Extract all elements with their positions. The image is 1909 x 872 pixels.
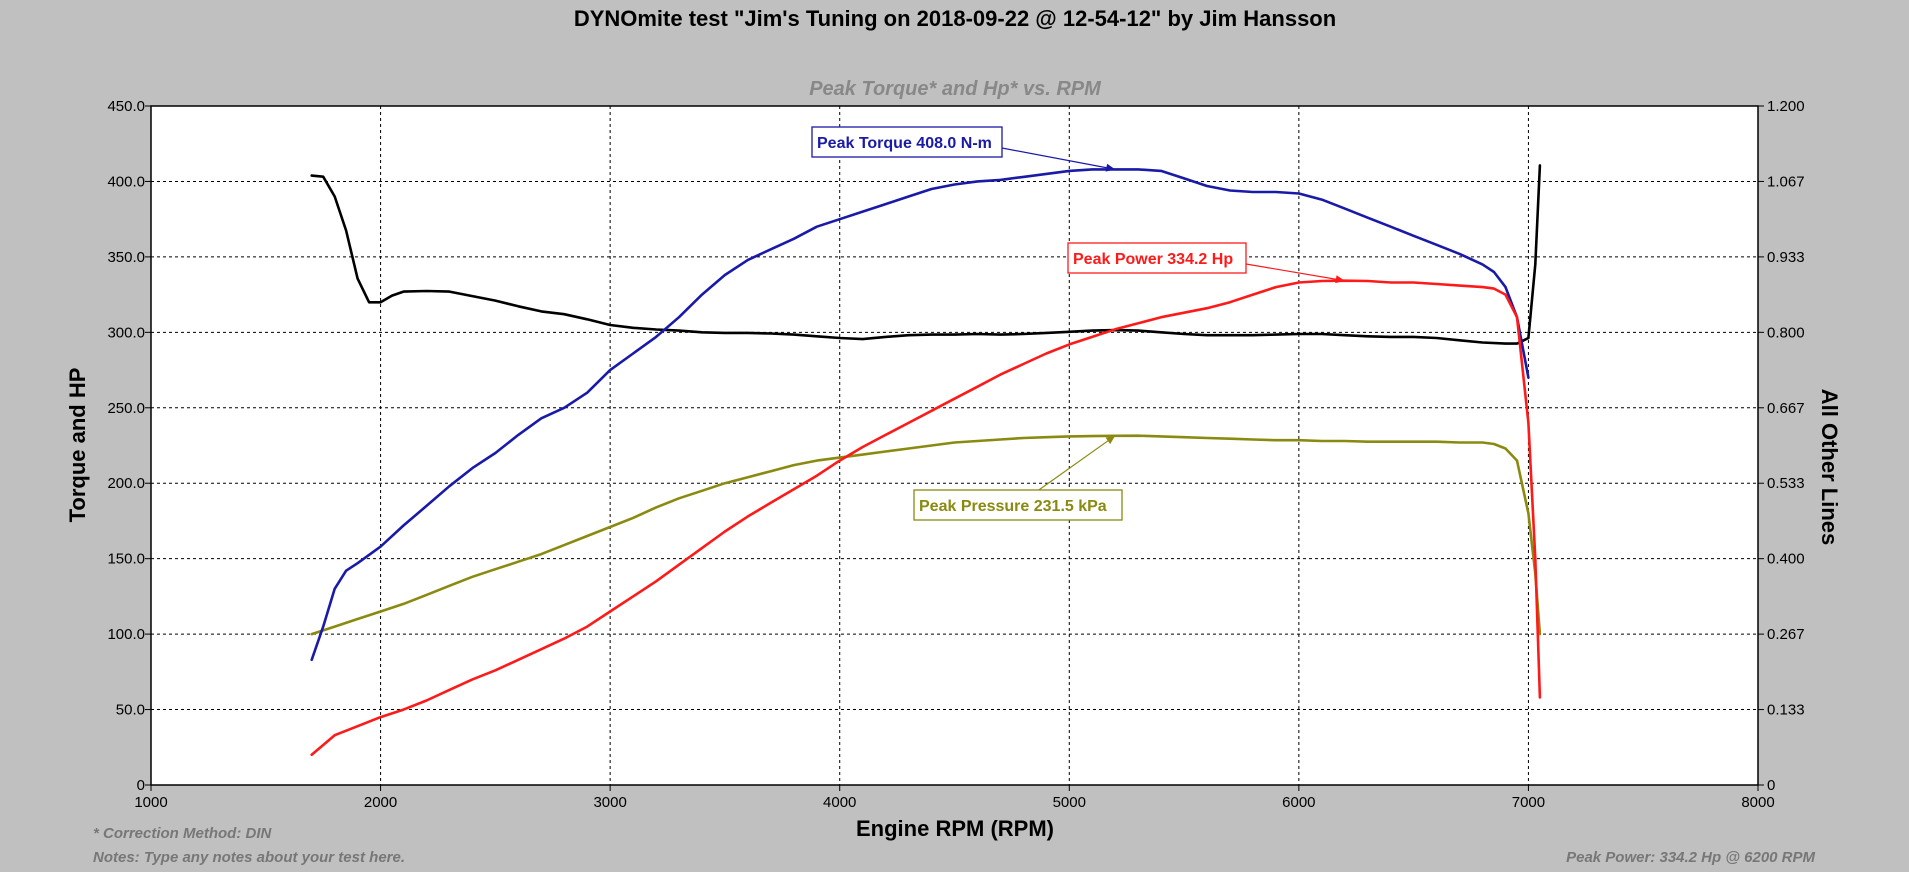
pressure-callout-leader — [1038, 435, 1116, 491]
y2-tick-label: 0.533 — [1767, 475, 1805, 492]
y-tick-label: 450.0 — [107, 98, 145, 115]
y-tick-label: 100.0 — [107, 626, 145, 643]
y-tick-label: 250.0 — [107, 400, 145, 417]
y2-tick-label: 0.933 — [1767, 249, 1805, 266]
power-callout-text: Peak Power 334.2 Hp — [1073, 251, 1233, 268]
power-callout-box — [1067, 242, 1247, 274]
series-lines — [310, 164, 1542, 757]
y-axis-label: Torque and HP — [65, 368, 90, 523]
y-tick-label: 300.0 — [107, 324, 145, 341]
other-series-line — [310, 164, 1542, 345]
x-tick-label: 3000 — [593, 794, 626, 811]
pressure-callout-arrowhead — [1105, 435, 1116, 445]
torque-callout-leader — [1001, 147, 1116, 170]
y-tick-label: 200.0 — [107, 475, 145, 492]
pressure-callout-text: Peak Pressure 231.5 kPa — [919, 498, 1107, 515]
pressure-peak-callout: Peak Pressure 231.5 kPa — [913, 435, 1123, 521]
test-notes: Notes: Type any notes about your test he… — [93, 849, 405, 866]
plot-area — [150, 105, 1759, 786]
x-tick-label: 8000 — [1741, 794, 1774, 811]
y2-tick-label: 0.800 — [1767, 324, 1805, 341]
x-tick-label: 2000 — [364, 794, 397, 811]
grid-lines — [151, 106, 1758, 785]
torque-series-line — [310, 168, 1530, 662]
y2-tick-label: 1.067 — [1767, 173, 1805, 190]
y-tick-label: 0 — [137, 777, 145, 794]
power-peak-callout: Peak Power 334.2 Hp — [1067, 242, 1345, 284]
y-tick-label: 50.0 — [116, 702, 145, 719]
torque-callout-text: Peak Torque 408.0 N-m — [817, 135, 992, 152]
axis-ticks: 1000 2000 3000 4000 5000 6000 7000 8000050.0100… — [107, 98, 1804, 811]
y2-tick-label: 0.400 — [1767, 551, 1805, 568]
y2-tick-label: 1.200 — [1767, 98, 1805, 115]
torque-callout-arrowhead — [1105, 163, 1116, 172]
chart-subtitle: Peak Torque* and Hp* vs. RPM — [809, 78, 1102, 100]
correction-method-note: * Correction Method: DIN — [93, 825, 272, 842]
power-series-line — [310, 279, 1542, 757]
x-tick-label: 5000 — [1053, 794, 1086, 811]
chart-title: DYNOmite test "Jim's Tuning on 2018-09-2… — [574, 6, 1336, 31]
x-tick-label: 1000 — [134, 794, 167, 811]
y2-tick-label: 0 — [1767, 777, 1775, 794]
pressure-callout-box — [913, 489, 1123, 521]
x-tick-label: 4000 — [823, 794, 856, 811]
x-axis-label: Engine RPM (RPM) — [856, 816, 1054, 841]
y-tick-label: 350.0 — [107, 249, 145, 266]
torque-peak-callout: Peak Torque 408.0 N-m — [811, 126, 1116, 172]
pressure-series-line — [310, 434, 1542, 636]
power-callout-arrowhead — [1335, 275, 1345, 284]
x-tick-label: 7000 — [1512, 794, 1545, 811]
annotations: Peak Torque 408.0 N-m Peak Power 334.2 Hp… — [811, 126, 1345, 521]
y2-tick-label: 0.267 — [1767, 626, 1805, 643]
power-callout-leader — [1245, 263, 1345, 282]
torque-callout-box — [811, 126, 1003, 158]
y-tick-label: 150.0 — [107, 551, 145, 568]
y-tick-label: 400.0 — [107, 173, 145, 190]
y2-tick-label: 0.133 — [1767, 702, 1805, 719]
peak-power-summary: Peak Power: 334.2 Hp @ 6200 RPM — [1566, 849, 1815, 866]
y2-axis-label: All Other Lines — [1817, 389, 1842, 545]
x-tick-label: 6000 — [1282, 794, 1315, 811]
y2-tick-label: 0.667 — [1767, 400, 1805, 417]
